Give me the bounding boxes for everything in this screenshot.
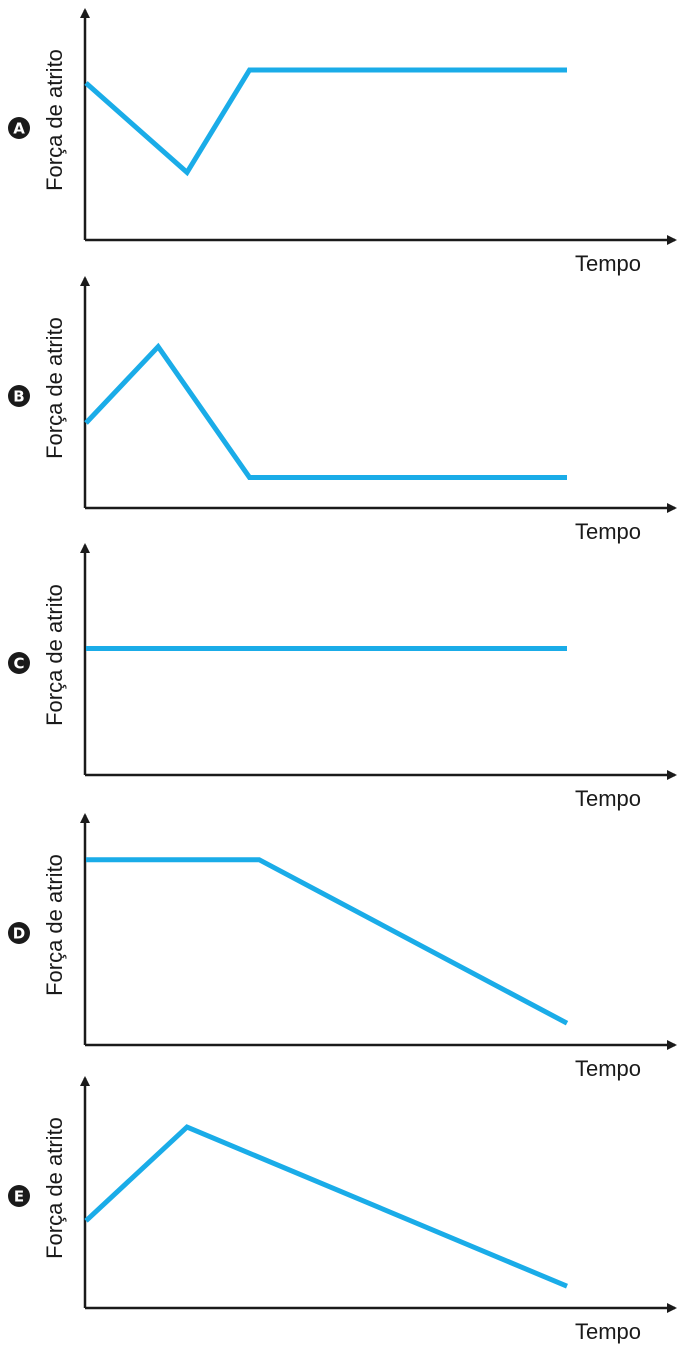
panel-badge (8, 117, 30, 139)
y-axis-label: Força de atrito (42, 49, 67, 191)
y-axis-label: Força de atrito (42, 854, 67, 996)
series-line (84, 342, 567, 480)
chart-panel-d: Tempo Força de atrito D (8, 813, 677, 1081)
x-axis-label: Tempo (575, 519, 641, 544)
series-line (84, 1124, 568, 1289)
x-axis-label: Tempo (575, 1319, 641, 1344)
panel-badge (8, 1185, 30, 1207)
panel-badge-label: B (13, 388, 24, 406)
panel-badge (8, 922, 30, 944)
panel-badge-label: A (13, 120, 25, 138)
x-axis-label: Tempo (575, 1056, 641, 1081)
panel-badge-label: E (14, 1188, 24, 1206)
y-axis-label: Força de atrito (42, 584, 67, 726)
series-line (84, 67, 567, 177)
chart-panel-a: Tempo Força de atrito A (8, 8, 677, 276)
chart-panel-b: Tempo Força de atrito B (8, 276, 677, 544)
series-line (86, 857, 569, 1026)
x-axis-label: Tempo (575, 786, 641, 811)
panel-badge (8, 652, 30, 674)
x-axis-label: Tempo (575, 251, 641, 276)
y-axis-label: Força de atrito (42, 1117, 67, 1259)
panel-badge-label: C (13, 655, 24, 673)
chart-panel-c: Tempo Força de atrito C (8, 543, 677, 811)
panel-badge (8, 385, 30, 407)
panel-badge-label: D (13, 925, 25, 943)
chart-panel-e: Tempo Força de atrito E (8, 1076, 677, 1344)
y-axis-label: Força de atrito (42, 317, 67, 459)
